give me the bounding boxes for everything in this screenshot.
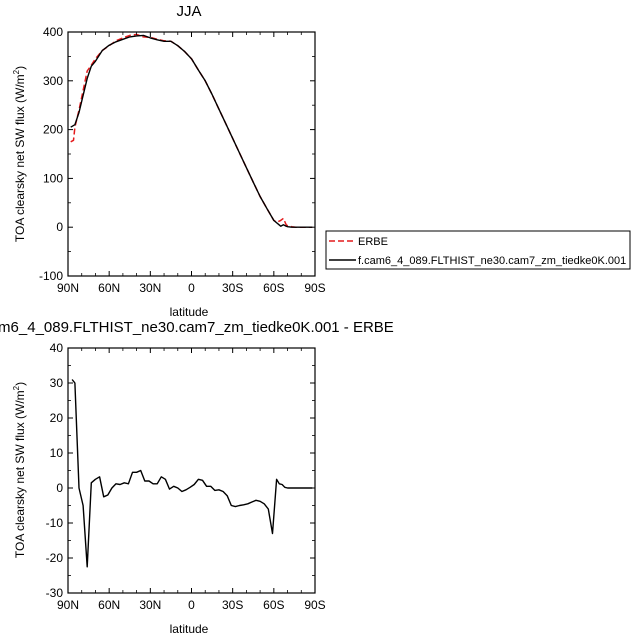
legend-model-label: f.cam6_4_089.FLTHIST_ne30.cam7_zm_tiedke… — [358, 255, 626, 267]
top-x-tick-label: 90N — [57, 281, 79, 295]
bottom-y-tick-label: 30 — [50, 376, 64, 390]
top-series-erbe-line — [70, 33, 313, 228]
bottom-y-tick-label: 10 — [50, 446, 64, 460]
top-y-tick-label: 400 — [43, 25, 63, 39]
top-plot-area: 90N 60N 30N 0 30S 60S 90S -100 0 100 200 300 400 — [39, 25, 326, 295]
legend-erbe-label: ERBE — [358, 236, 388, 248]
top-y-tick-label: 0 — [56, 220, 63, 234]
top-x-tick-label: 30S — [222, 281, 243, 295]
bottom-y-tick-label: -10 — [46, 516, 64, 530]
bottom-x-tick-label: 30S — [222, 598, 243, 612]
top-x-tick-label: 30N — [139, 281, 161, 295]
bottom-x-tick-label: 60N — [98, 598, 120, 612]
bottom-y-tick-label: 0 — [56, 481, 63, 495]
bottom-x-tick-label: 30N — [139, 598, 161, 612]
bottom-plot-frame — [67, 347, 316, 594]
top-y-tick-label: 300 — [43, 74, 63, 88]
top-y-tick-label: -100 — [39, 269, 63, 283]
top-x-tick-label: 60N — [98, 281, 120, 295]
top-y-tick-label: 100 — [43, 171, 63, 185]
bottom-x-tick-label: 60S — [263, 598, 284, 612]
top-x-axis-label: latitude — [170, 305, 209, 319]
top-y-tick-label: 200 — [43, 123, 63, 137]
bottom-panel: cam6_4_089.FLTHIST_ne30.cam7_zm_tiedke0K… — [0, 319, 394, 636]
bottom-x-tick-label: 0 — [188, 598, 195, 612]
top-panel: JJA 90N 60N 30N 0 30S 60S 90S -100 0 100 200 300 400… — [12, 3, 631, 319]
bottom-plot-area: 90N 60N 30N 0 30S 60S 90S -30 -20 -10 0 10 20 30 40 — [46, 341, 326, 612]
bottom-y-tick-label: -20 — [46, 551, 64, 565]
bottom-x-axis-label: latitude — [170, 622, 209, 636]
top-panel-title: JJA — [176, 3, 201, 20]
top-x-tick-label: 0 — [188, 281, 195, 295]
bottom-y-tick-label: 20 — [50, 411, 64, 425]
legend-box — [325, 230, 631, 270]
bottom-series-difference-line — [71, 379, 313, 568]
top-series-f-line — [70, 34, 313, 228]
top-x-tick-label: 90S — [304, 281, 325, 295]
top-y-axis-label: TOA clearsky net SW flux (W/m2) — [12, 66, 27, 242]
top-x-tick-label: 60S — [263, 281, 284, 295]
bottom-y-tick-label: 40 — [50, 341, 64, 355]
bottom-y-tick-label: -30 — [46, 586, 64, 600]
bottom-x-tick-label: 90S — [304, 598, 325, 612]
top-legend: ERBE f.cam6_4_089.FLTHIST_ne30.cam7_zm_t… — [325, 230, 631, 270]
bottom-x-tick-label: 90N — [57, 598, 79, 612]
bottom-y-axis-label: TOA clearsky net SW flux (W/m2) — [12, 382, 27, 558]
bottom-panel-title: cam6_4_089.FLTHIST_ne30.cam7_zm_tiedke0K… — [0, 319, 394, 336]
top-plot-frame — [67, 31, 316, 277]
